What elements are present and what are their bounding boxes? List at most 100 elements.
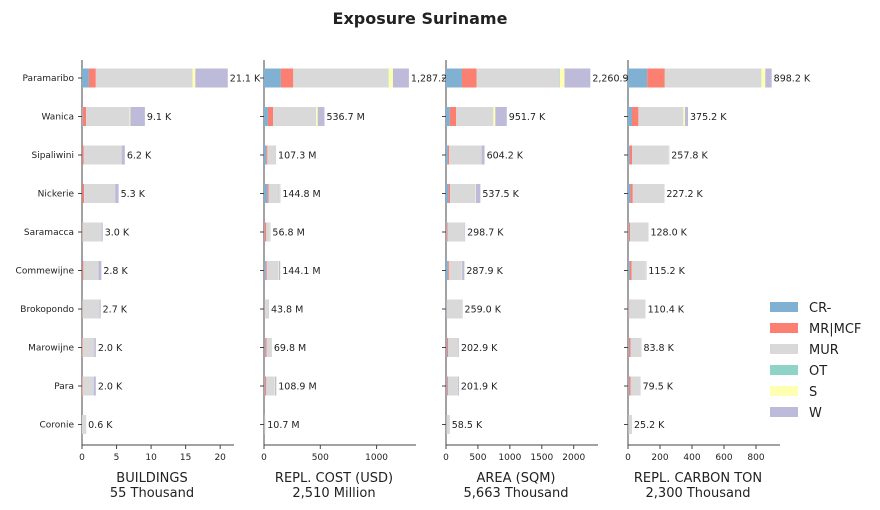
x-tick-label: 2000 — [562, 453, 585, 463]
bar-carbon-para-cr — [628, 376, 629, 396]
total-label: 2.8 K — [103, 266, 128, 277]
x-tick-label: 500 — [312, 453, 329, 463]
legend-label: MR|MCF — [809, 322, 861, 337]
bar-buildings-nickerie-w — [115, 184, 119, 203]
legend-label: S — [809, 385, 817, 400]
bar-repl_cost-wanica-cr — [264, 107, 268, 126]
bar-buildings-wanica-mrmcf — [82, 107, 87, 126]
bar-carbon-wanica-w — [684, 107, 688, 126]
bar-buildings-nickerie-mur — [84, 184, 116, 203]
total-label: 202.9 K — [461, 343, 498, 354]
bar-repl_cost-brokopondo-mur — [265, 299, 269, 319]
bar-area-saramacca-w — [464, 222, 466, 242]
bar-repl_cost-marowijne-mrmcf — [265, 338, 267, 357]
bar-repl_cost-commewijne-mur — [266, 261, 279, 280]
x-tick-label: 0 — [261, 453, 267, 463]
bar-area-wanica-s — [493, 107, 496, 126]
region-label-nickerie: Nickerie — [38, 190, 75, 200]
x-tick-label: 5 — [114, 453, 120, 463]
panel-area: 0 500 1000 1500 2000 2,260.9 951.7 K 604.2 K 537… — [442, 60, 629, 501]
bar-carbon-para-mrmcf — [628, 376, 631, 396]
bar-buildings-sipaliwini-mrmcf — [82, 145, 84, 165]
total-label: 69.8 M — [274, 343, 306, 354]
x-tick-label: 15 — [180, 453, 191, 463]
region-label-coronie: Coronie — [39, 421, 74, 431]
bar-carbon-brokopondo-cr — [628, 299, 629, 319]
bar-carbon-wanica-s — [683, 107, 685, 126]
bar-carbon-saramacca-cr — [628, 222, 629, 242]
bar-carbon-wanica-mur — [638, 107, 684, 126]
bar-buildings-paramaribo-w — [195, 68, 228, 88]
legend-swatch-w — [770, 407, 798, 417]
total-label: 2,260.9 — [592, 74, 628, 85]
bar-repl_cost-sipaliwini-mrmcf — [266, 145, 268, 165]
bar-area-paramaribo-mur — [476, 68, 560, 88]
bar-carbon-sipaliwini-cr — [628, 145, 630, 165]
bar-area-paramaribo-s — [560, 68, 565, 88]
bar-area-marowijne-w — [458, 338, 459, 357]
bar-repl_cost-sipaliwini-mur — [267, 145, 276, 165]
legend-swatch-s — [770, 386, 798, 396]
total-label: 56.8 M — [272, 228, 304, 239]
legend-swatch-mrmcf — [770, 323, 798, 333]
total-label: 604.2 K — [487, 151, 524, 162]
bar-area-wanica-mrmcf — [449, 107, 457, 126]
total-label: 110.4 K — [648, 305, 685, 316]
total-label: 107.3 M — [278, 151, 316, 162]
bar-buildings-sipaliwini-mur — [83, 145, 122, 165]
panel-sublabel: 55 Thousand — [110, 486, 194, 501]
x-tick-label: 1000 — [498, 453, 521, 463]
bar-repl_cost-wanica-mrmcf — [267, 107, 274, 126]
bar-buildings-para-w — [93, 376, 96, 396]
bar-carbon-marowijne-mrmcf — [628, 338, 631, 357]
total-label: 257.8 K — [671, 151, 708, 162]
bar-area-para-w — [457, 376, 459, 396]
panel-sublabel: 2,300 Thousand — [646, 486, 751, 501]
total-label: 951.7 K — [509, 112, 546, 123]
x-tick-label: 500 — [469, 453, 486, 463]
bar-buildings-wanica-w — [130, 107, 145, 126]
x-tick-label: 200 — [651, 453, 668, 463]
bar-carbon-nickerie-mur — [632, 184, 664, 203]
bar-repl_cost-sipaliwini-w — [275, 145, 277, 165]
bar-repl_cost-para-w — [275, 376, 277, 396]
bar-area-para-mrmcf — [446, 376, 448, 396]
region-label-commewijne: Commewijne — [16, 267, 75, 277]
total-label: 43.8 M — [271, 305, 303, 316]
bar-carbon-saramacca-mur — [630, 222, 648, 242]
bar-repl_cost-brokopondo-cr — [264, 299, 265, 319]
bar-area-saramacca-cr — [446, 222, 447, 242]
x-tick-label: 1000 — [365, 453, 388, 463]
bar-buildings-wanica-mur — [86, 107, 130, 126]
bar-buildings-commewijne-w — [98, 261, 102, 280]
bar-carbon-sipaliwini-mur — [632, 145, 669, 165]
bar-buildings-marowijne-mrmcf — [82, 338, 83, 357]
bar-buildings-coronie-mur — [82, 415, 86, 434]
bar-area-nickerie-cr — [446, 184, 449, 203]
bar-buildings-marowijne-w — [94, 338, 96, 357]
bar-area-nickerie-mur — [450, 184, 476, 203]
total-label: 58.5 K — [452, 420, 483, 431]
panel-repl_cost: 0 500 1000 1,287.2 536.7 M 107.3 M 144.8 M 56.8… — [260, 60, 447, 501]
bar-carbon-paramaribo-mrmcf — [647, 68, 665, 88]
bar-area-nickerie-mrmcf — [448, 184, 451, 203]
bar-area-sipaliwini-mur — [449, 145, 482, 165]
total-label: 128.0 K — [650, 228, 687, 239]
bar-buildings-brokopondo-mur — [82, 299, 100, 319]
bar-area-brokopondo-cr — [446, 299, 447, 319]
bar-area-marowijne-mur — [448, 338, 459, 357]
total-label: 21.1 K — [230, 74, 261, 85]
bar-carbon-sipaliwini-mrmcf — [629, 145, 632, 165]
bar-repl_cost-coronie-mur — [264, 415, 266, 434]
bar-area-para-mur — [447, 376, 458, 396]
bar-carbon-coronie-mur — [628, 415, 632, 434]
bar-repl_cost-sipaliwini-cr — [264, 145, 267, 165]
legend-swatch-mur — [770, 344, 798, 354]
total-label: 2.0 K — [98, 382, 123, 393]
bar-repl_cost-para-cr — [264, 376, 265, 396]
bar-buildings-nickerie-mrmcf — [82, 184, 85, 203]
bar-area-marowijne-cr — [446, 338, 447, 357]
total-label: 298.7 K — [467, 228, 504, 239]
bar-repl_cost-para-mrmcf — [264, 376, 267, 396]
